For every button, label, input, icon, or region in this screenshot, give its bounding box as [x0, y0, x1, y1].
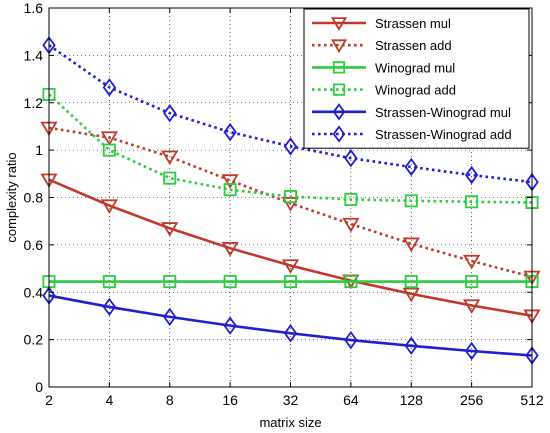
- series-strassen-mul: [40, 173, 541, 325]
- x-tick-label: 64: [343, 392, 359, 408]
- legend-item: Strassen add: [312, 38, 452, 53]
- x-tick-label: 8: [166, 392, 174, 408]
- data-point-marker: [463, 299, 481, 314]
- data-point-marker: [332, 61, 346, 74]
- legend-item: Strassen-Winograd mul: [312, 103, 511, 121]
- data-point-marker: [163, 307, 177, 327]
- data-point-marker: [221, 174, 239, 189]
- data-point-marker: [100, 131, 118, 146]
- series-line: [48, 126, 533, 279]
- x-tick-label: 256: [460, 392, 484, 408]
- data-point-marker: [102, 297, 117, 317]
- y-tick-label: 1: [35, 142, 43, 158]
- data-point-marker: [344, 192, 358, 206]
- data-point-marker: [42, 87, 56, 101]
- data-point-marker: [404, 194, 418, 208]
- y-tick-label: 0.6: [24, 237, 44, 253]
- data-point-marker: [283, 275, 298, 289]
- data-point-marker: [283, 190, 298, 204]
- y-tick-label: 1.4: [24, 47, 44, 63]
- data-point-marker: [464, 341, 479, 361]
- data-point-marker: [525, 195, 539, 209]
- x-tick-label: 128: [400, 392, 424, 408]
- series-group: [40, 35, 541, 365]
- data-point-marker: [464, 165, 479, 185]
- y-tick-label: 1.6: [24, 0, 44, 16]
- data-point-marker: [342, 217, 360, 233]
- data-point-marker: [330, 17, 348, 31]
- x-tick-label: 4: [105, 392, 113, 408]
- series-winograd-add: [42, 87, 539, 209]
- data-point-marker: [404, 157, 418, 177]
- y-tick-label: 0: [35, 379, 43, 395]
- data-point-marker: [332, 103, 346, 121]
- data-point-marker: [332, 125, 346, 143]
- legend-item: Strassen-Winograd add: [312, 125, 512, 143]
- data-point-marker: [402, 237, 420, 253]
- series-winograd-mul: [42, 275, 539, 289]
- y-tick-label: 0.4: [24, 284, 44, 300]
- data-point-marker: [283, 323, 298, 343]
- data-point-marker: [100, 199, 118, 214]
- y-tick-label: 0.2: [24, 332, 44, 348]
- data-point-marker: [223, 316, 237, 335]
- grid: [49, 8, 532, 387]
- data-point-marker: [344, 275, 358, 289]
- data-point-marker: [332, 83, 346, 96]
- data-point-marker: [465, 275, 479, 289]
- data-point-marker: [223, 122, 237, 142]
- data-point-marker: [223, 275, 237, 289]
- data-point-marker: [163, 171, 177, 185]
- legend-label: Strassen add: [375, 38, 452, 53]
- series-strassen-winograd-mul: [42, 286, 539, 365]
- legend-item: Winograd add: [312, 83, 456, 98]
- data-point-marker: [463, 254, 481, 270]
- series-line: [48, 178, 533, 317]
- x-tick-label: 32: [283, 392, 299, 408]
- y-tick-label: 0.8: [24, 190, 44, 206]
- legend-item: Strassen mul: [312, 16, 451, 31]
- data-point-marker: [281, 197, 300, 212]
- legend-label: Winograd mul: [375, 60, 455, 75]
- data-point-marker: [161, 222, 179, 237]
- data-point-marker: [42, 275, 56, 289]
- data-point-marker: [102, 78, 117, 97]
- data-point-marker: [344, 330, 358, 350]
- data-point-marker: [283, 137, 298, 156]
- data-point-marker: [402, 287, 420, 303]
- data-point-marker: [102, 275, 116, 289]
- legend-label: Strassen mul: [375, 16, 451, 31]
- legend-label: Strassen-Winograd add: [375, 127, 512, 142]
- data-point-marker: [344, 148, 358, 168]
- data-point-marker: [330, 39, 348, 54]
- data-point-marker: [404, 336, 418, 356]
- x-tick-label: 16: [222, 392, 238, 408]
- legend-label: Strassen-Winograd mul: [375, 105, 511, 120]
- x-tick-label: 512: [520, 392, 544, 408]
- axis-ticks: 0 0.2 0.4 0.6 0.8 1 1.2 1.4 1.6 2 4 8 16 32 64 128 256 51…: [24, 0, 544, 408]
- data-point-marker: [163, 275, 177, 289]
- data-point-marker: [404, 275, 418, 289]
- data-point-marker: [102, 143, 116, 157]
- data-point-marker: [161, 150, 179, 166]
- series-line: [48, 294, 533, 357]
- data-point-marker: [281, 259, 300, 274]
- data-point-marker: [465, 195, 479, 209]
- series-line: [48, 44, 533, 184]
- data-point-marker: [223, 183, 237, 197]
- y-tick-label: 1.2: [24, 95, 44, 111]
- y-axis-label: complexity ratio: [4, 152, 19, 242]
- legend-box: [303, 8, 530, 149]
- x-tick-label: 2: [45, 392, 53, 408]
- series-line: [48, 93, 533, 204]
- data-point-marker: [525, 275, 539, 289]
- x-axis-label: matrix size: [259, 415, 321, 430]
- data-point-marker: [163, 103, 177, 123]
- legend-item: Winograd mul: [312, 60, 455, 75]
- data-point-marker: [221, 242, 239, 257]
- legend-label: Winograd add: [375, 83, 456, 98]
- legend: Strassen mul Strassen add Winograd mul Wino…: [303, 8, 530, 149]
